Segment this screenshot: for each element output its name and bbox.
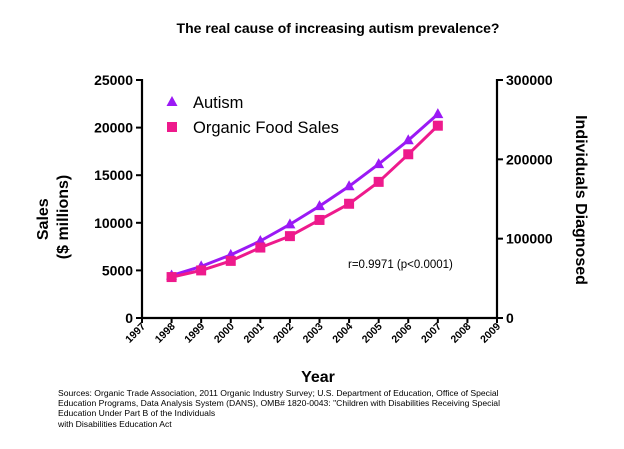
series-line-1 [171, 112, 439, 278]
y-left-tick-label: 15000 [94, 167, 133, 183]
data-point [403, 149, 414, 160]
source-note: Sources: Organic Trade Association, 2011… [58, 388, 618, 429]
data-point [344, 198, 355, 209]
x-tick-label: 1998 [153, 321, 178, 346]
x-tick-label: 2003 [301, 321, 326, 346]
x-tick-label: 2008 [449, 321, 474, 346]
legend: Autism Organic Food Sales [166, 94, 339, 137]
series-line-2 [171, 124, 439, 279]
y-right-tick-label: 200000 [506, 151, 553, 167]
data-point [255, 242, 266, 253]
data-point [373, 158, 385, 169]
y-axis-left-label-line-1: Sales [35, 198, 52, 240]
y-left-tick-label: 20000 [94, 120, 133, 136]
data-point [284, 231, 295, 242]
x-tick-label: 2001 [241, 321, 266, 346]
series-layer [166, 108, 444, 283]
x-axis-label: Year [301, 369, 335, 386]
legend-label: Autism [193, 94, 243, 112]
x-tick-label: 1999 [182, 321, 207, 346]
source-line: Sources: Organic Trade Association, 2011… [58, 388, 499, 398]
source-line: with Disabilities Education Act [58, 418, 172, 429]
data-point [254, 235, 266, 246]
data-point [343, 180, 355, 191]
x-tick-label: 2000 [212, 321, 237, 346]
data-point [402, 134, 414, 145]
data-point [166, 272, 177, 283]
y-left-tick-label: 25000 [94, 72, 133, 88]
data-point [432, 108, 444, 119]
data-point [314, 200, 325, 211]
x-tick-label: 2005 [360, 321, 385, 346]
y-right-tick-label: 0 [506, 310, 514, 326]
data-point [373, 176, 384, 187]
legend-marker [167, 122, 177, 132]
y-left-tick-label: 0 [125, 310, 133, 326]
y-axis-left-label-line-2: ($ millions) [55, 175, 72, 259]
correlation-annotation: r=0.9971 (p<0.0001) [348, 259, 453, 271]
x-tick-label: 2002 [271, 321, 296, 346]
chart: The real cause of increasing autism prev… [35, 20, 589, 386]
x-tick-label: 2007 [419, 321, 444, 346]
data-point [196, 265, 207, 276]
legend-label: Organic Food Sales [193, 119, 339, 137]
y-right-tick-label: 100000 [506, 231, 553, 247]
data-point [225, 255, 236, 266]
x-tick-label: 2004 [330, 321, 355, 346]
y-axis-left-label: Sales ($ millions) [35, 175, 72, 259]
x-tick-label: 2009 [478, 321, 503, 346]
chart-title: The real cause of increasing autism prev… [177, 20, 500, 36]
source-line: Education Under Part B of the Individual… [58, 408, 216, 419]
data-point [284, 218, 296, 229]
legend-marker [166, 96, 178, 106]
x-tick-label: 2006 [389, 321, 414, 346]
y-right-tick-label: 300000 [506, 72, 553, 88]
y-left-tick-label: 5000 [102, 262, 133, 278]
source-line: Education Programs, Data Analysis System… [58, 398, 500, 409]
data-point [314, 214, 325, 225]
y-left-tick-label: 10000 [94, 215, 133, 231]
data-point [432, 120, 443, 131]
y-axis-right-label: Individuals Diagnosed [572, 115, 589, 285]
